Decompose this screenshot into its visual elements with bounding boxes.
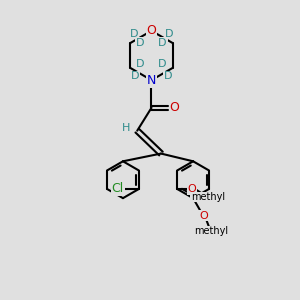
- Text: O: O: [188, 184, 196, 194]
- Text: D: D: [158, 59, 167, 69]
- Text: N: N: [147, 74, 156, 87]
- Text: methyl: methyl: [194, 226, 228, 236]
- Text: D: D: [164, 28, 173, 39]
- Text: O: O: [170, 101, 180, 114]
- Text: D: D: [130, 28, 139, 39]
- Text: O: O: [199, 211, 208, 221]
- Text: H: H: [122, 123, 130, 133]
- Text: O: O: [146, 24, 156, 37]
- Text: D: D: [158, 38, 167, 48]
- Text: methyl: methyl: [191, 192, 225, 202]
- Text: D: D: [131, 71, 140, 81]
- Text: D: D: [164, 71, 172, 81]
- Text: Cl: Cl: [111, 182, 124, 195]
- Text: D: D: [136, 38, 145, 48]
- Text: D: D: [136, 59, 145, 69]
